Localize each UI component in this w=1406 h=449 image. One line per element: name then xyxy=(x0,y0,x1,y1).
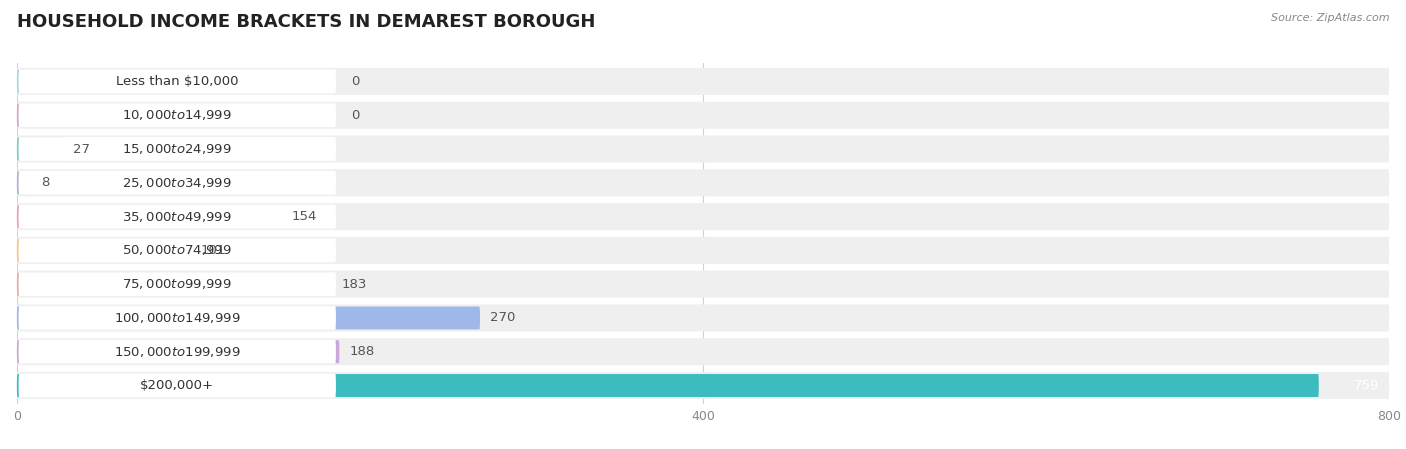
FancyBboxPatch shape xyxy=(17,68,1389,95)
FancyBboxPatch shape xyxy=(18,272,336,296)
FancyBboxPatch shape xyxy=(17,372,1389,399)
FancyBboxPatch shape xyxy=(18,340,336,364)
FancyBboxPatch shape xyxy=(17,239,190,262)
FancyBboxPatch shape xyxy=(17,104,20,127)
Text: HOUSEHOLD INCOME BRACKETS IN DEMAREST BOROUGH: HOUSEHOLD INCOME BRACKETS IN DEMAREST BO… xyxy=(17,13,595,31)
Text: $50,000 to $74,999: $50,000 to $74,999 xyxy=(122,243,232,257)
FancyBboxPatch shape xyxy=(18,171,336,195)
FancyBboxPatch shape xyxy=(17,340,339,363)
FancyBboxPatch shape xyxy=(17,237,1389,264)
Text: 188: 188 xyxy=(350,345,375,358)
FancyBboxPatch shape xyxy=(17,307,479,330)
Text: Source: ZipAtlas.com: Source: ZipAtlas.com xyxy=(1271,13,1389,23)
Text: Less than $10,000: Less than $10,000 xyxy=(117,75,239,88)
FancyBboxPatch shape xyxy=(17,102,1389,129)
Text: $150,000 to $199,999: $150,000 to $199,999 xyxy=(114,345,240,359)
FancyBboxPatch shape xyxy=(17,205,281,228)
Text: 8: 8 xyxy=(41,176,49,189)
FancyBboxPatch shape xyxy=(18,205,336,229)
FancyBboxPatch shape xyxy=(17,271,1389,298)
Text: 101: 101 xyxy=(201,244,226,257)
Text: 270: 270 xyxy=(491,312,516,325)
FancyBboxPatch shape xyxy=(17,172,31,194)
Text: 27: 27 xyxy=(73,142,90,155)
FancyBboxPatch shape xyxy=(18,306,336,330)
Text: 0: 0 xyxy=(352,109,360,122)
Text: $200,000+: $200,000+ xyxy=(141,379,214,392)
FancyBboxPatch shape xyxy=(17,338,1389,365)
FancyBboxPatch shape xyxy=(17,374,1319,397)
Text: 759: 759 xyxy=(1354,379,1379,392)
FancyBboxPatch shape xyxy=(18,137,336,161)
FancyBboxPatch shape xyxy=(18,103,336,127)
FancyBboxPatch shape xyxy=(17,137,63,160)
Text: $25,000 to $34,999: $25,000 to $34,999 xyxy=(122,176,232,190)
FancyBboxPatch shape xyxy=(17,273,330,295)
FancyBboxPatch shape xyxy=(18,238,336,262)
Text: 183: 183 xyxy=(342,277,367,291)
FancyBboxPatch shape xyxy=(17,70,20,93)
Text: $35,000 to $49,999: $35,000 to $49,999 xyxy=(122,210,232,224)
Text: $100,000 to $149,999: $100,000 to $149,999 xyxy=(114,311,240,325)
FancyBboxPatch shape xyxy=(18,70,336,93)
Text: 0: 0 xyxy=(352,75,360,88)
Text: $10,000 to $14,999: $10,000 to $14,999 xyxy=(122,108,232,122)
Text: $75,000 to $99,999: $75,000 to $99,999 xyxy=(122,277,232,291)
Text: 154: 154 xyxy=(291,210,316,223)
Text: $15,000 to $24,999: $15,000 to $24,999 xyxy=(122,142,232,156)
FancyBboxPatch shape xyxy=(18,374,336,397)
FancyBboxPatch shape xyxy=(17,203,1389,230)
FancyBboxPatch shape xyxy=(17,136,1389,163)
FancyBboxPatch shape xyxy=(17,304,1389,331)
FancyBboxPatch shape xyxy=(17,169,1389,196)
